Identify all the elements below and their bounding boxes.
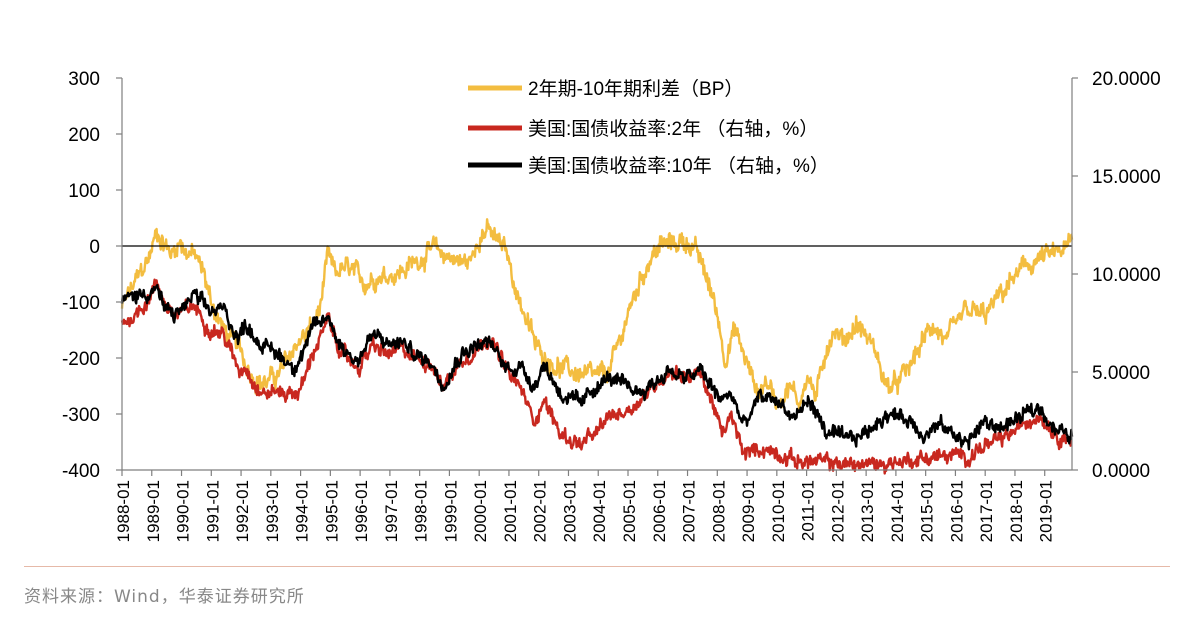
series-line-1: [120, 278, 1074, 475]
left-tick-label: -300: [62, 405, 100, 426]
legend-label-2: 美国:国债收益率:10年 （右轴，%）: [528, 155, 829, 177]
x-tick-label: 1994-01: [293, 480, 312, 542]
x-tick-label: 1997-01: [382, 480, 401, 542]
x-tick-label: 2006-01: [650, 480, 669, 542]
axes: 300 200 100 0 -100 -200 -300 -400 20.0000 15.0000…: [62, 69, 1161, 542]
x-tick-label: 2001-01: [501, 480, 520, 542]
footer-rule: [24, 566, 1170, 567]
x-tick-label: 2002-01: [531, 480, 550, 542]
x-tick-label: 1995-01: [322, 480, 341, 542]
x-tick-label: 2016-01: [947, 480, 966, 542]
x-tick-label: 2010-01: [769, 480, 788, 542]
legend-label-0: 2年期-10年期利差（BP）: [528, 78, 743, 100]
x-tick-label: 2003-01: [561, 480, 580, 542]
x-tick-label: 2013-01: [858, 480, 877, 542]
left-tick-label: -100: [62, 293, 100, 314]
right-tick-label: 15.0000: [1092, 167, 1161, 188]
left-tick-label: 300: [68, 69, 100, 90]
x-tick-label: 1988-01: [114, 480, 133, 542]
right-tick-label: 0.0000: [1092, 461, 1150, 482]
x-tick-label: 1998-01: [412, 480, 431, 542]
x-tick-label: 2005-01: [620, 480, 639, 542]
right-tick-label: 5.0000: [1092, 363, 1150, 384]
right-tick-label: 10.0000: [1092, 265, 1161, 286]
x-tick-label: 2007-01: [680, 480, 699, 542]
source-note: 资料来源：Wind，华泰证券研究所: [24, 587, 305, 607]
x-tick-label: 2000-01: [471, 480, 490, 542]
series-line-2: [120, 284, 1074, 451]
x-tick-label: 2018-01: [1007, 480, 1026, 542]
x-tick-label: 2009-01: [739, 480, 758, 542]
x-tick-label: 2011-01: [799, 480, 818, 541]
x-tick-label: 2004-01: [590, 480, 609, 542]
left-tick-label: -200: [62, 349, 100, 370]
x-tick-label: 1991-01: [203, 480, 222, 542]
left-tick-label: 100: [68, 181, 100, 202]
legend-label-1: 美国:国债收益率:2年 （右轴，%）: [528, 118, 818, 140]
left-tick-label: 0: [89, 237, 100, 258]
left-tick-label: 200: [68, 125, 100, 146]
plot-lines: [120, 218, 1074, 475]
x-tick-label: 2012-01: [828, 480, 847, 542]
x-tick-label: 1993-01: [263, 480, 282, 542]
series-line-0: [120, 218, 1074, 411]
x-tick-label: 1992-01: [233, 480, 252, 542]
left-tick-label: -400: [62, 461, 100, 482]
x-tick-label: 1999-01: [441, 480, 460, 542]
x-tick-label: 2014-01: [888, 480, 907, 542]
x-tick-label: 2017-01: [977, 480, 996, 542]
x-tick-label: 2019-01: [1037, 480, 1056, 542]
x-tick-label: 1989-01: [144, 480, 163, 542]
right-tick-label: 20.0000: [1092, 69, 1161, 90]
legend: 2年期-10年期利差（BP） 美国:国债收益率:2年 （右轴，%） 美国:国债收益率…: [468, 78, 829, 177]
x-tick-label: 1990-01: [174, 480, 193, 542]
x-tick-label: 2008-01: [709, 480, 728, 542]
x-tick-label: 2015-01: [918, 480, 937, 542]
x-tick-label: 1996-01: [352, 480, 371, 542]
